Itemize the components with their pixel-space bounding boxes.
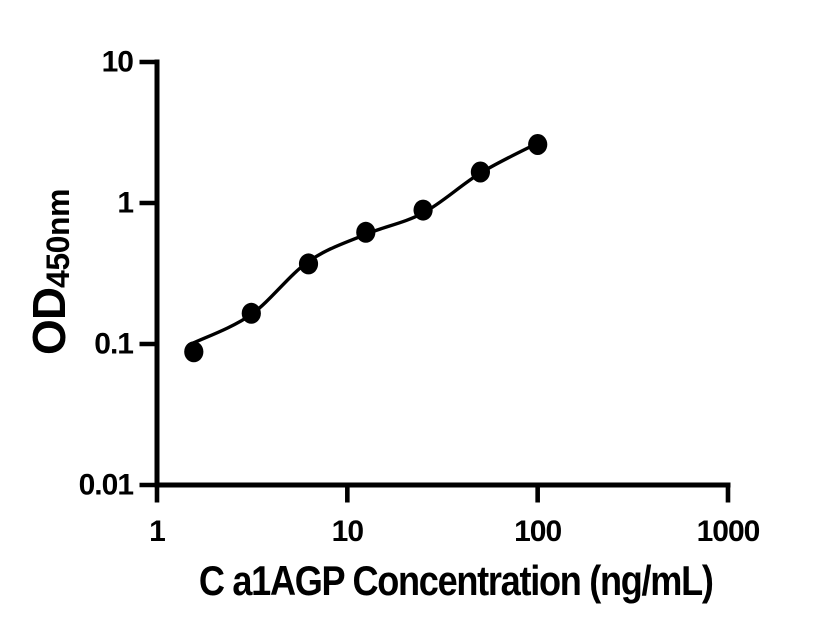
y-tick-label: 10 bbox=[102, 46, 134, 79]
y-axis-title-subscript: 450nm bbox=[40, 189, 76, 288]
y-axis-title-main: OD bbox=[23, 287, 75, 355]
data-point bbox=[528, 134, 548, 155]
x-tick-label: 10 bbox=[332, 515, 364, 548]
data-point bbox=[356, 221, 376, 243]
axis-ticks bbox=[139, 59, 731, 503]
y-tick-label: 0.01 bbox=[79, 469, 134, 502]
data-point bbox=[470, 161, 490, 183]
axes bbox=[154, 59, 731, 488]
x-axis-title-text: C a1AGP Concentration (ng/mL) bbox=[198, 557, 714, 604]
data-point bbox=[413, 199, 433, 221]
y-tick-label: 0.1 bbox=[94, 328, 133, 361]
data-point bbox=[184, 341, 204, 363]
x-tick-label: 100 bbox=[514, 515, 561, 548]
data-point bbox=[298, 253, 319, 275]
y-axis-title: OD450nm bbox=[23, 189, 76, 355]
x-axis-title: C a1AGP Concentration (ng/mL) bbox=[157, 557, 729, 605]
axis-tick-labels: 10 1 0.1 0.01 1 10 100 1000 bbox=[79, 46, 761, 549]
x-tick-label: 1 bbox=[149, 515, 165, 548]
y-tick-label: 1 bbox=[117, 187, 133, 220]
x-tick-label: 1000 bbox=[697, 515, 760, 548]
data-points bbox=[184, 134, 548, 363]
data-point bbox=[241, 302, 261, 324]
